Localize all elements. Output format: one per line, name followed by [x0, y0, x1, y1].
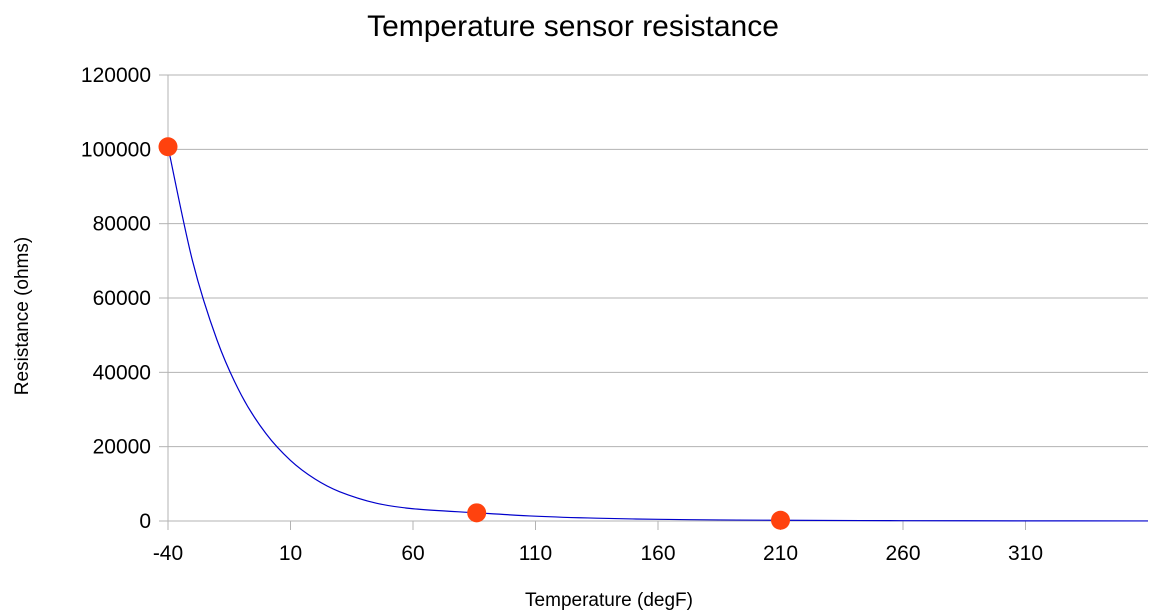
y-tick-label: 80000: [93, 213, 151, 236]
x-tick-label: 210: [763, 542, 798, 565]
fitted-curve: [167, 146, 1149, 522]
y-tick-label: 40000: [93, 361, 151, 384]
y-tick-label: 100000: [81, 138, 151, 161]
data-point: [158, 137, 178, 157]
y-tick-label: 0: [139, 510, 151, 533]
x-tick-label: 110: [519, 542, 552, 565]
y-tick-label: 120000: [81, 64, 151, 87]
x-tick-label: 310: [1008, 542, 1043, 565]
x-tick-label: 160: [640, 542, 675, 565]
data-point: [771, 510, 790, 530]
y-axis-title: Resistance (ohms): [12, 237, 33, 395]
chart-title: Temperature sensor resistance: [367, 10, 779, 43]
axes: [159, 74, 1148, 530]
x-tick-label: -40: [153, 542, 183, 565]
data-point: [467, 503, 487, 523]
tick-labels: 0 20000 40000 60000 80000 100000 120000 -40 10 60…: [81, 64, 1043, 565]
y-tick-label: 20000: [93, 436, 151, 459]
x-tick-label: 10: [279, 542, 302, 565]
x-axis-title: Temperature (degF): [525, 590, 693, 611]
fitted-curve-line: [167, 146, 1149, 522]
x-tick-label: 60: [401, 542, 424, 565]
data-points: [158, 137, 790, 530]
x-tick-label: 260: [885, 542, 920, 565]
y-tick-label: 60000: [93, 287, 151, 310]
grid-lines: [168, 74, 1148, 448]
